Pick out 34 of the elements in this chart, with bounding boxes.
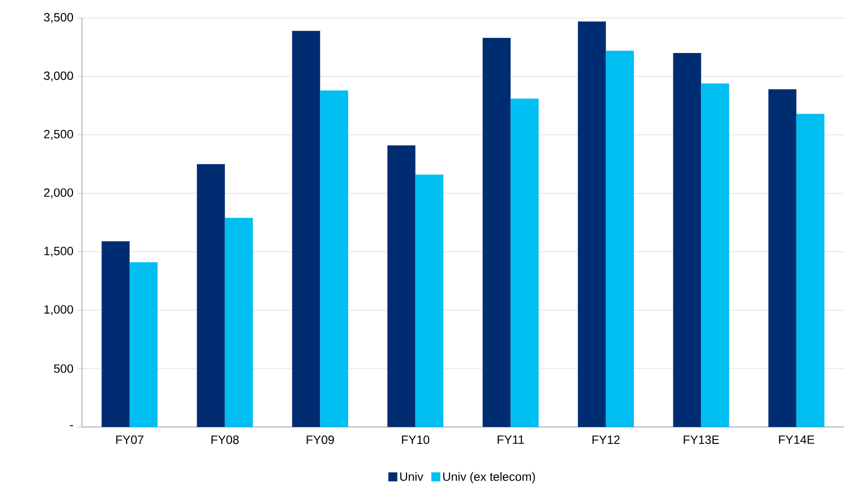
bar <box>796 114 824 427</box>
x-tick-label: FY10 <box>402 435 430 444</box>
x-tick-label: FY11 <box>498 435 524 444</box>
bar <box>292 30 320 427</box>
bar <box>578 22 606 427</box>
bar <box>130 262 158 427</box>
x-tick-label: FY07 <box>116 435 144 444</box>
bar <box>224 218 253 427</box>
bar <box>673 53 702 427</box>
x-tick-label: FY13E <box>684 435 719 444</box>
bar <box>387 145 416 427</box>
bar <box>768 89 796 427</box>
legend-label: Univ (ex telecom) <box>443 472 535 484</box>
bar <box>606 50 634 427</box>
bar <box>320 90 348 427</box>
x-tick-label: FY09 <box>306 435 334 444</box>
y-tick-label: 3,000 <box>44 71 74 82</box>
bar <box>415 174 444 427</box>
y-tick-label: 1,500 <box>44 246 74 257</box>
x-tick-label: FY14E <box>779 435 814 444</box>
bar <box>102 241 130 427</box>
bar <box>510 98 539 427</box>
y-tick-label: 2,500 <box>44 130 74 140</box>
y-tick-label: 1,000 <box>44 305 74 316</box>
y-tick-label: 3,500 <box>44 13 74 23</box>
bar <box>701 83 730 427</box>
y-tick-label: 500 <box>54 364 74 373</box>
x-tick-label: FY08 <box>212 435 239 444</box>
legend-label: Univ <box>400 472 424 481</box>
bar <box>482 38 511 427</box>
x-tick-label: FY12 <box>592 435 620 444</box>
y-tick-label: 2,000 <box>44 188 74 198</box>
bar <box>196 164 225 427</box>
y-tick-label: - <box>70 425 74 426</box>
